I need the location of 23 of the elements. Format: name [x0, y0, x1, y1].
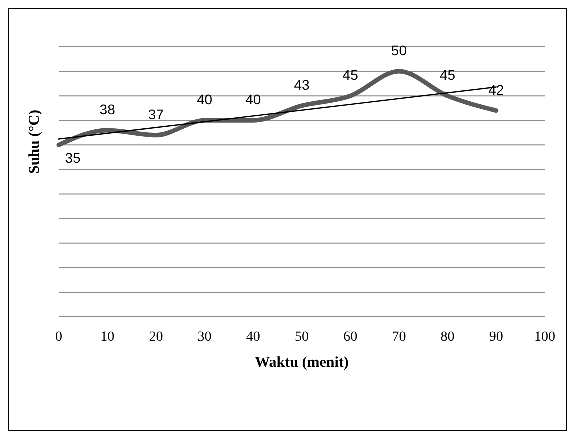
data-label: 40: [246, 92, 262, 108]
x-tick-label: 70: [392, 330, 406, 345]
x-tick-label: 20: [149, 330, 164, 345]
y-axis-title: Suhu (°C): [27, 110, 43, 174]
x-tick-label: 30: [198, 330, 212, 345]
x-tick-label: 0: [56, 330, 62, 345]
x-tick-label: 100: [534, 330, 556, 345]
data-label: 38: [100, 101, 116, 118]
data-label: 42: [488, 82, 504, 98]
data-label: 50: [391, 42, 408, 59]
data-label: 37: [148, 106, 164, 122]
data-label: 43: [294, 76, 310, 93]
x-tick-label: 80: [440, 330, 455, 345]
data-label: 45: [342, 67, 359, 84]
x-tick-label: 50: [295, 330, 309, 345]
x-tick-label: 10: [100, 330, 115, 345]
x-axis-title: Waktu (menit): [255, 355, 349, 371]
x-tick-label: 60: [344, 330, 358, 345]
x-tick-label: 90: [489, 330, 504, 345]
data-label: 45: [440, 67, 456, 84]
x-tick-label: 40: [246, 330, 260, 345]
data-label: 35: [65, 150, 81, 166]
data-label: 40: [197, 92, 213, 108]
